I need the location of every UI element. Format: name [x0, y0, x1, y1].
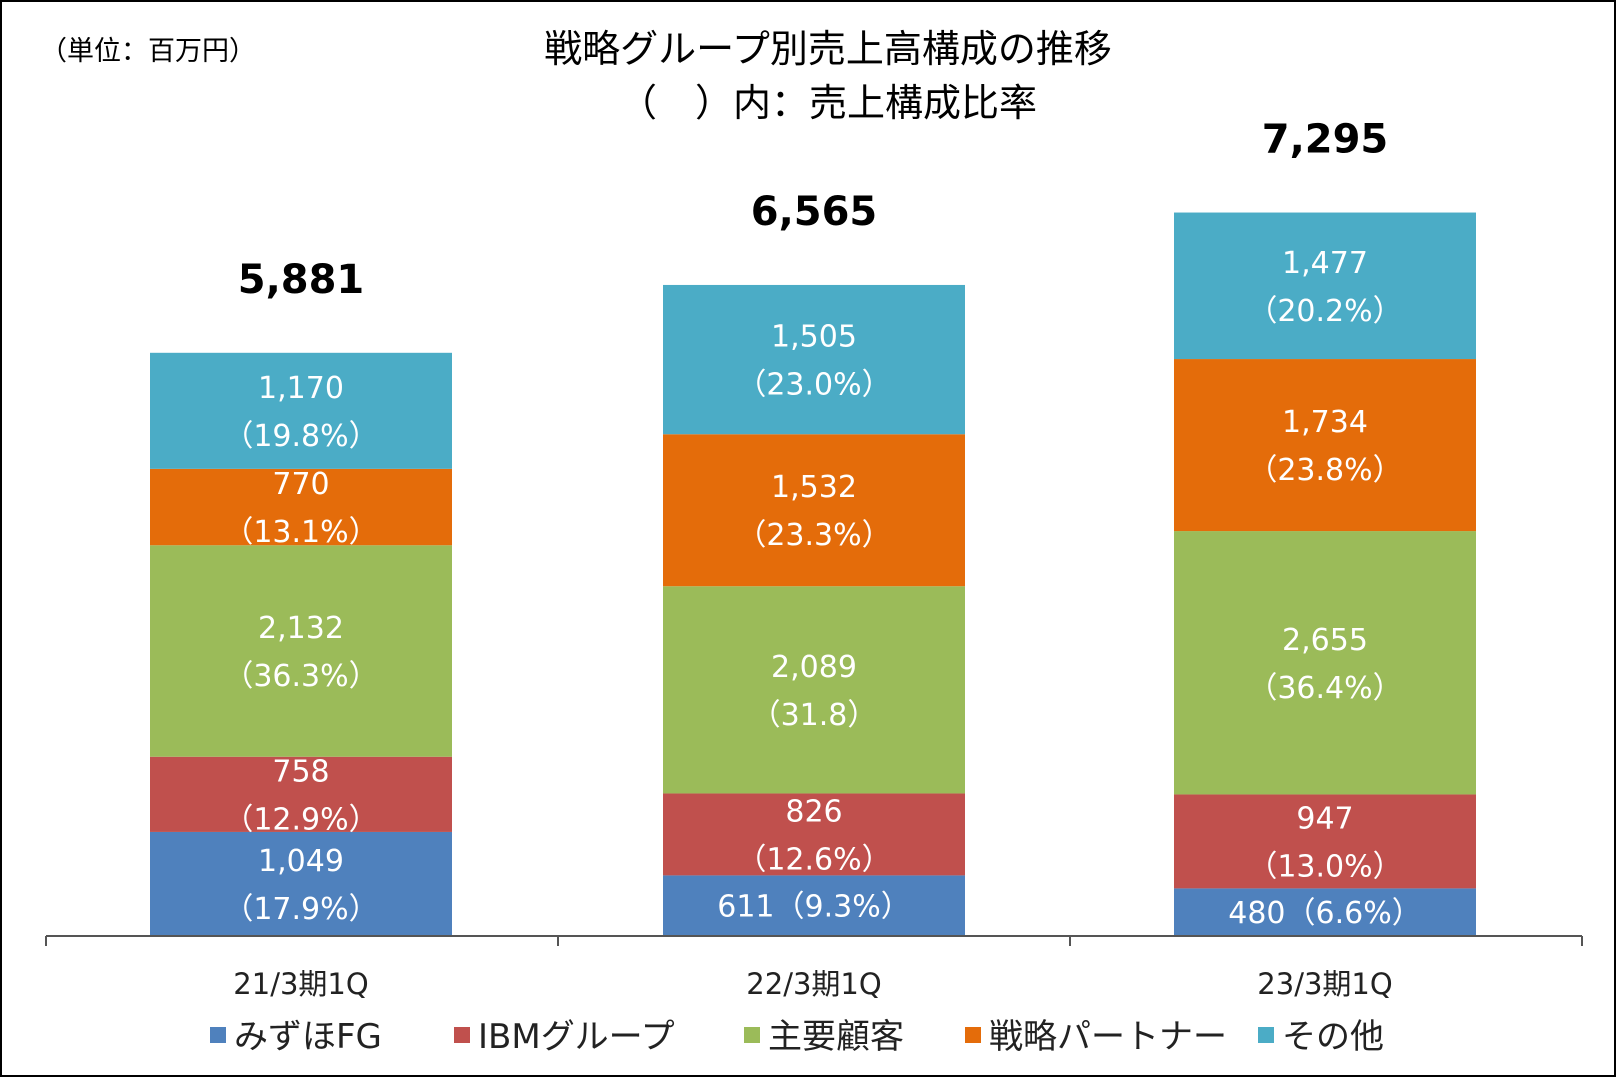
legend-label: IBMグループ: [478, 1017, 675, 1057]
bar-segment: [663, 434, 965, 587]
legend-label: 主要顧客: [768, 1017, 904, 1057]
total-label: 5,881: [238, 257, 365, 303]
data-label: 480（6.6%）: [1228, 896, 1421, 931]
data-label: 826: [785, 794, 842, 829]
total-label: 6,565: [751, 189, 878, 235]
data-label: （19.8%）: [223, 419, 378, 454]
bar-segment: [663, 284, 965, 435]
data-label: （23.8%）: [1247, 453, 1402, 488]
bars-group: [150, 212, 1476, 936]
legend-swatch: [1258, 1027, 1274, 1043]
legend-swatch: [454, 1027, 470, 1043]
segment-labels-group: 1,049 （17.9%） 758 （12.9%） 2,132 （36.3%） 770 （13…: [223, 117, 1421, 932]
bar-segment: [1174, 531, 1476, 795]
data-label: 770: [272, 467, 329, 502]
data-label: （12.6%）: [736, 842, 891, 877]
bar-segment: [150, 468, 452, 546]
legend-swatch: [744, 1027, 760, 1043]
legend-label: その他: [1282, 1017, 1384, 1057]
legend-swatch: [965, 1027, 981, 1043]
data-label: 2,655: [1282, 623, 1368, 658]
bar-segment: [150, 831, 452, 936]
data-label: 947: [1296, 801, 1353, 836]
data-label: （31.8）: [751, 698, 878, 733]
data-label: （20.2%）: [1247, 294, 1402, 329]
data-label: 611（9.3%）: [717, 890, 910, 925]
data-label: 1,049: [258, 844, 344, 879]
data-label: （12.9%）: [223, 802, 378, 837]
data-label: （13.0%）: [1247, 849, 1402, 884]
bar-segment: [663, 586, 965, 794]
bar-segment: [150, 545, 452, 757]
legend: みずほFG IBMグループ 主要顧客 戦略パートナー その他: [210, 1017, 1384, 1057]
unit-note: （単位：百万円）: [40, 36, 256, 67]
data-label: （13.1%）: [223, 515, 378, 550]
total-label: 7,295: [1262, 117, 1389, 163]
data-label: （17.9%）: [223, 892, 378, 927]
data-label: 2,132: [258, 611, 344, 646]
bar-segment: [150, 352, 452, 469]
legend-label: みずほFG: [234, 1017, 382, 1057]
bar-segment: [1174, 212, 1476, 360]
x-axis: 21/3期1Q 22/3期1Q 23/3期1Q: [45, 935, 1583, 1001]
bar-segment: [1174, 794, 1476, 889]
chart-title: 戦略グループ別売上高構成の推移: [544, 27, 1112, 71]
bar-segment: [663, 875, 965, 936]
data-label: 1,477: [1282, 246, 1368, 281]
data-label: （36.4%）: [1247, 671, 1402, 706]
legend-label: 戦略パートナー: [989, 1017, 1227, 1057]
x-tick-label: 21/3期1Q: [233, 967, 368, 1001]
chart-subtitle: （ ）内：売上構成比率: [619, 81, 1037, 125]
bar-segment: [663, 793, 965, 876]
data-label: 1,532: [771, 470, 857, 505]
data-label: 758: [272, 754, 329, 789]
legend-swatch: [210, 1027, 226, 1043]
bar-segment: [1174, 888, 1476, 936]
data-label: 1,170: [258, 371, 344, 406]
data-label: 2,089: [771, 650, 857, 685]
x-tick-label: 23/3期1Q: [1257, 967, 1392, 1001]
x-tick-label: 22/3期1Q: [746, 967, 881, 1001]
bar-segment: [150, 756, 452, 832]
data-label: （23.0%）: [736, 368, 891, 403]
data-label: 1,505: [771, 320, 857, 355]
data-label: （23.3%）: [736, 518, 891, 553]
data-label: （36.3%）: [223, 659, 378, 694]
data-label: 1,734: [1282, 405, 1368, 440]
bar-segment: [1174, 359, 1476, 532]
